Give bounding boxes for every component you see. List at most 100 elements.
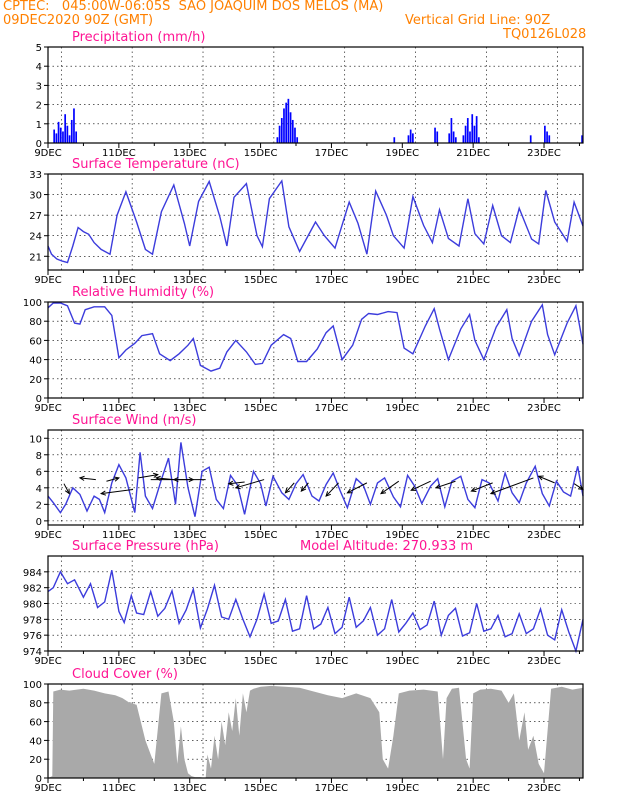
y-tick-label: 8 xyxy=(36,451,42,462)
wind-arrow-head xyxy=(346,488,353,494)
precip-bar xyxy=(548,135,551,143)
wind-arrow-head xyxy=(410,486,417,491)
precip-bar xyxy=(276,137,279,143)
header-run: 09DEC2020 90Z (GMT) xyxy=(3,13,154,28)
y-tick-label: 976 xyxy=(23,631,42,642)
wind-arrow-head xyxy=(380,488,387,495)
precip-bar xyxy=(59,127,62,143)
wind-arrow xyxy=(138,474,158,479)
y-tick-label: 1 xyxy=(36,120,42,131)
precip-bar xyxy=(473,125,476,143)
panel-0: 0 1 2 3 4 5 9DEC 11DEC 13DEC 15DEC 17DEC 19DEC 21DEC… xyxy=(34,30,584,159)
precip-bar xyxy=(466,118,469,143)
precip-bar xyxy=(454,137,457,143)
panel-frame xyxy=(47,173,584,271)
wind-arrow xyxy=(347,482,368,494)
wind-arrow-head xyxy=(489,489,496,495)
x-tick-label: 13DEC xyxy=(173,148,207,159)
wind-arrow xyxy=(325,482,339,497)
panel-title: Cloud Cover (%) xyxy=(72,667,178,682)
wind-arrow xyxy=(300,482,309,492)
precip-bar xyxy=(544,125,546,143)
y-tick-label: 974 xyxy=(23,647,42,658)
precip-bar xyxy=(283,108,285,143)
cloud-cover-area xyxy=(48,685,583,778)
x-tick-label: 15DEC xyxy=(244,403,278,414)
panel-title: Surface Temperature (nC) xyxy=(72,157,240,172)
wind-arrow-head xyxy=(152,472,159,478)
wind-arrow-head xyxy=(227,480,234,486)
y-tick-label: 24 xyxy=(29,232,42,243)
x-tick-label: 21DEC xyxy=(456,275,490,286)
x-tick-label: 9DEC xyxy=(34,656,61,667)
wind-arrow xyxy=(156,477,174,481)
y-tick-label: 20 xyxy=(29,755,42,766)
precip-bar xyxy=(529,135,532,143)
precip-bar xyxy=(75,131,78,143)
panel-2: 0 20 40 60 80 100 9DEC 11DEC 13DEC 15DEC 17DEC 19DE… xyxy=(23,285,584,414)
y-tick-label: 0 xyxy=(36,517,42,528)
panel-1: 21 24 27 30 33 9DEC 11DEC 13DEC 15DEC 17DEC 19DEC 2… xyxy=(29,157,584,286)
y-tick-label: 0 xyxy=(36,774,42,785)
precip-bar xyxy=(581,135,583,143)
wind-arrow-head xyxy=(300,486,307,492)
y-tick-label: 980 xyxy=(23,600,42,611)
x-tick-label: 15DEC xyxy=(244,656,278,667)
precip-bar xyxy=(70,119,73,143)
precip-bar xyxy=(412,133,414,143)
x-tick-label: 9DEC xyxy=(34,148,61,159)
precip-bar xyxy=(73,108,75,143)
wind-arrow xyxy=(63,483,70,494)
y-tick-label: 2 xyxy=(36,101,42,112)
y-tick-label: 100 xyxy=(23,298,42,309)
wind-arrow xyxy=(101,488,134,495)
precip-bar xyxy=(471,114,474,143)
x-tick-label: 11DEC xyxy=(102,656,136,667)
x-tick-label: 19DEC xyxy=(385,530,419,541)
x-tick-label: 23DEC xyxy=(527,403,561,414)
x-tick-label: 17DEC xyxy=(315,148,349,159)
y-tick-label: 2 xyxy=(36,500,42,511)
y-tick-label: 40 xyxy=(29,356,42,367)
y-tick-label: 30 xyxy=(29,191,42,202)
precip-bar xyxy=(462,135,465,143)
precip-bar xyxy=(393,137,396,143)
x-tick-label: 23DEC xyxy=(527,783,561,794)
x-tick-label: 13DEC xyxy=(173,783,207,794)
x-tick-label: 9DEC xyxy=(34,783,61,794)
x-tick-label: 23DEC xyxy=(527,656,561,667)
x-tick-label: 9DEC xyxy=(34,275,61,286)
y-tick-label: 60 xyxy=(29,718,42,729)
panel-title: Surface Pressure (hPa) xyxy=(72,539,219,554)
precip-bar xyxy=(464,125,467,143)
x-tick-label: 17DEC xyxy=(315,403,349,414)
precip-bar xyxy=(291,119,294,143)
y-tick-label: 60 xyxy=(29,336,42,347)
x-tick-label: 19DEC xyxy=(385,783,419,794)
header-code: TQ0126L028 xyxy=(503,27,587,42)
wind-arrow-head xyxy=(434,483,441,489)
panel-title: Relative Humidity (%) xyxy=(72,285,214,300)
panel-5: 0 20 40 60 80 100 9DEC 11DEC 13DEC 15DEC 17DEC 19DE… xyxy=(23,667,584,794)
wind-arrow xyxy=(106,477,119,482)
wind-arrow xyxy=(490,477,534,495)
precip-bar xyxy=(285,102,288,143)
precip-bar xyxy=(407,135,410,143)
precip-bar xyxy=(296,137,299,143)
x-tick-label: 21DEC xyxy=(456,403,490,414)
header-station: CPTEC: 045:00W-06:05S SAO JOAQUIM DOS ME… xyxy=(3,0,384,14)
precip-bar xyxy=(409,129,412,143)
series-line xyxy=(47,570,584,654)
x-tick-label: 23DEC xyxy=(527,148,561,159)
wind-arrow-head xyxy=(172,476,179,483)
x-tick-label: 15DEC xyxy=(244,530,278,541)
precip-bar xyxy=(434,127,436,143)
panel-frame xyxy=(47,301,584,399)
precip-bar xyxy=(66,125,69,143)
wind-arrow xyxy=(380,480,400,495)
y-tick-label: 3 xyxy=(36,81,42,92)
wind-arrow-head xyxy=(64,488,70,495)
wind-arrow xyxy=(435,480,456,489)
y-tick-label: 10 xyxy=(29,434,42,445)
